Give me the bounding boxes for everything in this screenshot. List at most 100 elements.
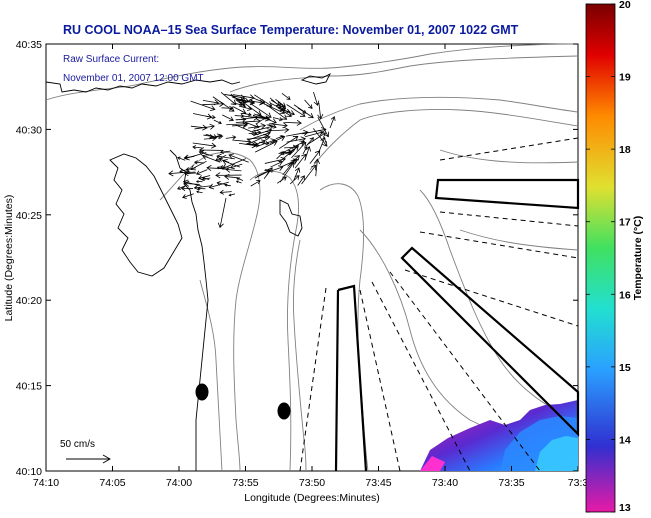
colorbar-tick-label: 14 xyxy=(619,434,631,446)
current-vector xyxy=(194,123,215,130)
x-tick-label: 74:10 xyxy=(33,477,59,489)
current-vector xyxy=(313,92,320,106)
current-vector xyxy=(219,165,229,169)
x-axis-ticks: 74:10 74:05 74:00 73:55 73:50 73:45 73:40 73:35… xyxy=(33,44,589,489)
current-vector xyxy=(250,180,261,187)
current-vector xyxy=(232,106,247,114)
current-vector xyxy=(197,186,206,191)
radar-beam-lines xyxy=(299,137,579,472)
current-vector xyxy=(193,184,213,191)
current-legend-line2: November 01, 2007 12:00 GMT xyxy=(63,73,204,84)
x-tick-label: 74:05 xyxy=(99,477,125,489)
current-vector xyxy=(286,129,309,137)
current-vector xyxy=(213,119,222,125)
current-vector xyxy=(195,169,208,176)
y-tick-label: 40:25 xyxy=(16,210,42,222)
current-vector xyxy=(309,150,321,164)
colorbar-tick-label: 20 xyxy=(619,0,631,11)
current-vector xyxy=(270,103,286,112)
current-vector xyxy=(206,165,229,172)
surface-current-vectors xyxy=(168,92,336,229)
current-vector xyxy=(243,121,260,129)
colorbar-tick-label: 13 xyxy=(619,502,631,514)
current-vector xyxy=(281,92,291,100)
current-vector xyxy=(258,115,269,120)
current-vector xyxy=(180,186,194,191)
current-vector xyxy=(198,175,211,181)
current-vector xyxy=(317,102,324,120)
x-tick-label: 73:50 xyxy=(299,477,325,489)
x-tick-label: 73:55 xyxy=(232,477,258,489)
current-vector xyxy=(248,123,267,130)
x-tick-label: 73:45 xyxy=(365,477,391,489)
coastline xyxy=(45,72,332,471)
current-vector xyxy=(219,189,232,195)
current-vector xyxy=(217,197,227,229)
x-tick-label: 73:40 xyxy=(432,477,458,489)
current-vector xyxy=(228,153,249,163)
x-tick-label: 73:3 xyxy=(568,477,589,489)
current-vector xyxy=(283,140,306,153)
current-vector xyxy=(301,164,317,185)
y-axis-label: Latitude (Degrees:Minutes) xyxy=(3,195,15,322)
y-tick-label: 40:10 xyxy=(16,466,42,478)
current-vector xyxy=(198,150,213,157)
current-vector xyxy=(232,122,248,129)
current-vector xyxy=(280,150,294,156)
current-vector xyxy=(259,141,270,146)
sst-data-patch xyxy=(420,400,578,471)
current-vector xyxy=(185,170,196,175)
current-vector xyxy=(192,142,217,149)
current-vector xyxy=(275,135,285,140)
current-vector xyxy=(264,156,287,164)
current-vector xyxy=(235,117,247,122)
current-vector xyxy=(177,185,187,190)
y-tick-label: 40:15 xyxy=(16,381,42,393)
current-vector xyxy=(266,124,277,129)
current-vector xyxy=(216,166,224,170)
current-vector xyxy=(293,104,314,119)
current-vector xyxy=(194,160,205,165)
current-vector xyxy=(203,135,217,142)
current-vector xyxy=(179,168,190,174)
current-vector xyxy=(302,146,308,155)
buoy-marker xyxy=(195,383,209,401)
current-vector xyxy=(236,177,244,181)
current-vector xyxy=(210,133,224,140)
colorbar-tick-label: 18 xyxy=(619,144,631,156)
current-vector xyxy=(239,105,253,111)
current-vector xyxy=(205,114,216,120)
y-tick-label: 40:35 xyxy=(16,39,42,51)
current-vector xyxy=(314,158,321,177)
current-vector xyxy=(284,119,302,126)
current-vector xyxy=(219,149,231,155)
current-vector xyxy=(277,100,287,110)
current-vector xyxy=(220,92,237,106)
current-vector xyxy=(253,128,273,136)
y-axis-ticks: 40:35 40:30 40:25 40:20 40:15 40:10 xyxy=(16,39,578,478)
current-vector xyxy=(201,177,211,182)
current-vector xyxy=(306,132,327,145)
current-vector xyxy=(184,180,200,187)
current-vector xyxy=(293,167,301,181)
current-vector xyxy=(190,100,216,112)
current-vector xyxy=(218,157,230,163)
current-vector xyxy=(297,175,305,186)
colorbar-tick-label: 19 xyxy=(619,72,631,84)
colorbar xyxy=(585,3,616,513)
current-vector xyxy=(183,155,195,160)
channel-outlines xyxy=(334,178,580,472)
colorbar-label: Temperature (°C) xyxy=(632,216,644,301)
current-vector xyxy=(291,141,307,159)
current-vector xyxy=(253,113,277,125)
current-vector xyxy=(268,165,284,173)
current-vector xyxy=(282,158,296,176)
current-vector xyxy=(254,140,278,153)
current-vector xyxy=(232,94,255,101)
current-vector xyxy=(279,135,299,149)
current-vector xyxy=(272,117,283,122)
colorbar-tick-label: 15 xyxy=(619,362,631,374)
current-vector xyxy=(247,134,269,145)
current-vector xyxy=(177,156,186,161)
